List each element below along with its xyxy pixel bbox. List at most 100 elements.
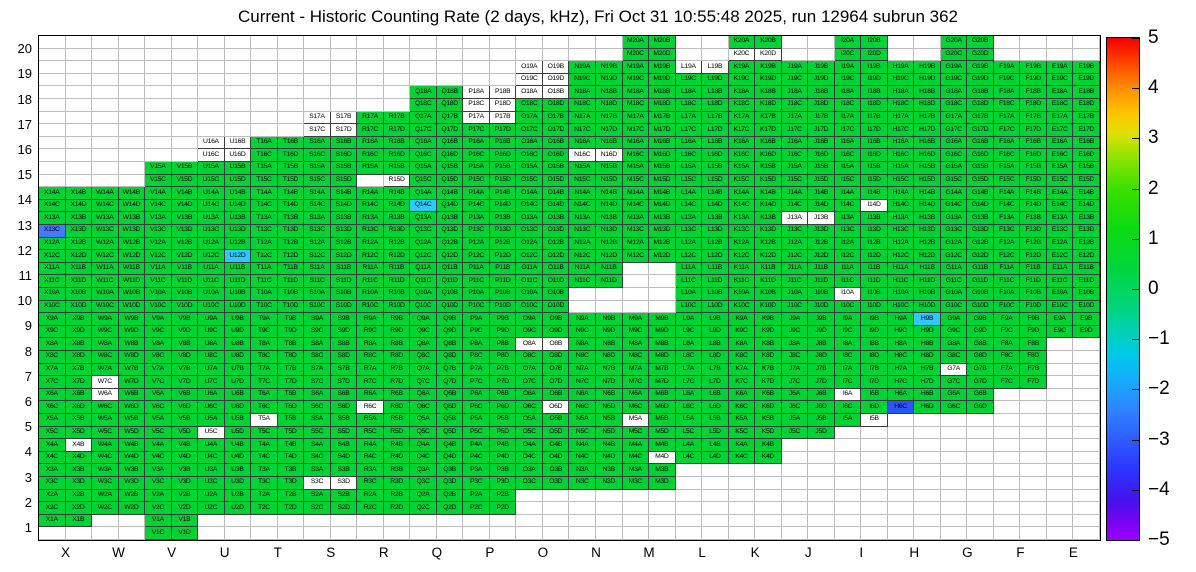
grid-subcell-E7D xyxy=(1073,376,1100,389)
grid-subcell-J13B: J13B xyxy=(808,212,835,225)
x-axis-label-J: J xyxy=(804,545,812,560)
grid-subcell-K11B: K11B xyxy=(755,262,782,276)
grid-subcell-Q12A: Q12A xyxy=(410,237,437,251)
grid-subcell-L16B: L16B xyxy=(702,136,729,150)
grid-subcell-X3A: X3A xyxy=(39,464,66,477)
grid-subcell-P7A: P7A xyxy=(463,363,490,377)
grid-cell-W7: W7A W7B W7C W7D xyxy=(92,363,146,389)
x-axis-label-S: S xyxy=(326,545,336,560)
grid-subcell-H19B: H19B xyxy=(914,61,941,74)
grid-subcell-V4B: V4B xyxy=(171,439,199,452)
colorbar-tick-label-2: 2 xyxy=(1148,177,1159,199)
grid-cell-M16: M16A M16B M16C M16D xyxy=(622,136,676,162)
grid-subcell-H2D xyxy=(914,502,941,515)
grid-cell-W1 xyxy=(92,514,146,540)
grid-cell-W11: W11A W11B W11C W11D xyxy=(92,262,146,288)
x-axis-label-O: O xyxy=(537,545,549,560)
grid-subcell-Q10B: Q10B xyxy=(436,288,464,301)
grid-subcell-L14D: L14D xyxy=(702,199,729,213)
grid-subcell-X11A: X11A xyxy=(39,262,66,276)
grid-subcell-P4C: P4C xyxy=(463,451,490,465)
grid-subcell-M15B: M15B xyxy=(649,162,676,175)
grid-cell-W2: W2A W2B W2C W2D xyxy=(92,489,146,515)
grid-subcell-O13B: O13B xyxy=(542,212,570,225)
grid-subcell-S14D: S14D xyxy=(330,199,358,213)
grid-cell-I20: I20A I20B I20C I20D xyxy=(834,36,888,62)
grid-cell-K4: K4A K4B K4C K4D xyxy=(728,439,782,465)
grid-cell-J6: J6A J6B J6C J6D xyxy=(781,388,835,414)
grid-subcell-J14D: J14D xyxy=(808,199,835,213)
grid-cell-P20 xyxy=(463,36,517,62)
grid-subcell-L14A: L14A xyxy=(675,187,703,200)
grid-cell-S6: S6A S6B S6C S6D xyxy=(304,388,358,414)
grid-subcell-U18D xyxy=(224,98,252,112)
grid-subcell-L8D: L8D xyxy=(702,350,729,364)
grid-subcell-R9D: R9D xyxy=(383,325,411,339)
grid-subcell-H4B xyxy=(914,439,941,452)
grid-subcell-Q6C: Q6C xyxy=(410,401,437,414)
grid-subcell-V20B xyxy=(171,36,199,49)
grid-subcell-J20C xyxy=(781,48,809,62)
grid-subcell-S6B: S6B xyxy=(330,388,358,402)
grid-subcell-S3A: S3A xyxy=(304,464,331,477)
grid-subcell-V15B: V15B xyxy=(171,162,199,175)
grid-subcell-Q15C: Q15C xyxy=(410,174,437,188)
grid-subcell-O1A xyxy=(516,514,543,528)
grid-subcell-N19C: N19C xyxy=(569,73,597,87)
grid-subcell-P9D: P9D xyxy=(489,325,517,339)
grid-subcell-K9C: K9C xyxy=(728,325,756,339)
grid-subcell-X1C xyxy=(39,527,66,540)
grid-subcell-S11D: S11D xyxy=(330,275,358,288)
y-axis-label-10: 10 xyxy=(17,293,32,309)
grid-subcell-K10D: K10D xyxy=(755,300,782,314)
grid-subcell-H18A: H18A xyxy=(887,86,915,99)
grid-subcell-L17D: L17D xyxy=(702,124,729,137)
grid-subcell-Q18C: Q18C xyxy=(410,98,437,112)
grid-cell-K19: K19A K19B K19C K19D xyxy=(728,61,782,87)
grid-subcell-V6A: V6A xyxy=(145,388,172,402)
grid-subcell-Q16B: Q16B xyxy=(436,136,464,150)
grid-cell-I1 xyxy=(834,514,888,540)
grid-subcell-T13C: T13C xyxy=(251,224,278,238)
grid-cell-U5: U5A U5B U5C U5D xyxy=(198,414,252,440)
grid-subcell-E9A: E9A xyxy=(1046,313,1074,326)
grid-subcell-U16A: U16A xyxy=(198,136,225,150)
grid-subcell-G4B xyxy=(967,439,994,452)
grid-subcell-X7C: X7C xyxy=(39,376,66,389)
grid-cell-L12: L12A L12B L12C L12D xyxy=(675,237,729,263)
grid-subcell-T17A xyxy=(251,111,278,125)
grid-subcell-R12C: R12C xyxy=(357,250,384,263)
colorbar-tick-label-0: 0 xyxy=(1148,278,1159,299)
grid-subcell-W3D: W3D xyxy=(118,476,146,490)
grid-subcell-X20B xyxy=(65,36,93,49)
grid-subcell-M5B: M5B xyxy=(649,414,676,427)
grid-cell-J11: J11A J11B J11C J11D xyxy=(781,262,835,288)
grid-subcell-E11A: E11A xyxy=(1046,262,1074,276)
grid-subcell-I12C: I12C xyxy=(834,250,862,263)
grid-subcell-G16C: G16C xyxy=(940,149,968,162)
grid-subcell-U7A: U7A xyxy=(198,363,225,377)
grid-subcell-H6C: H6C xyxy=(887,401,915,414)
grid-subcell-R11A: R11A xyxy=(357,262,384,276)
grid-subcell-I9C: I9C xyxy=(834,325,862,339)
grid-cell-T17 xyxy=(251,111,305,137)
grid-subcell-V5C: V5C xyxy=(145,426,172,440)
grid-subcell-W1C xyxy=(92,527,119,540)
grid-subcell-S2C: S2C xyxy=(304,502,331,515)
grid-subcell-R5D: R5D xyxy=(383,426,411,440)
grid-subcell-G20A: G20A xyxy=(940,36,968,49)
grid-subcell-W11B: W11B xyxy=(118,262,146,276)
grid-subcell-O12B: O12B xyxy=(542,237,570,251)
grid-subcell-W12C: W12C xyxy=(92,250,119,263)
grid-subcell-W5C: W5C xyxy=(92,426,119,440)
grid-cell-H1 xyxy=(887,514,941,540)
grid-subcell-G5D xyxy=(967,426,994,440)
grid-subcell-N1B xyxy=(596,514,623,528)
grid-subcell-I20C: I20C xyxy=(834,48,862,62)
grid-subcell-H17C: H17C xyxy=(887,124,915,137)
grid-cell-X17 xyxy=(39,111,93,137)
grid-subcell-R3A: R3A xyxy=(357,464,384,477)
grid-cell-V13: V13A V13B V13C V13D xyxy=(145,212,199,238)
grid-subcell-U4A: U4A xyxy=(198,439,225,452)
grid-cell-H12: H12A H12B H12C H12D xyxy=(887,237,941,263)
